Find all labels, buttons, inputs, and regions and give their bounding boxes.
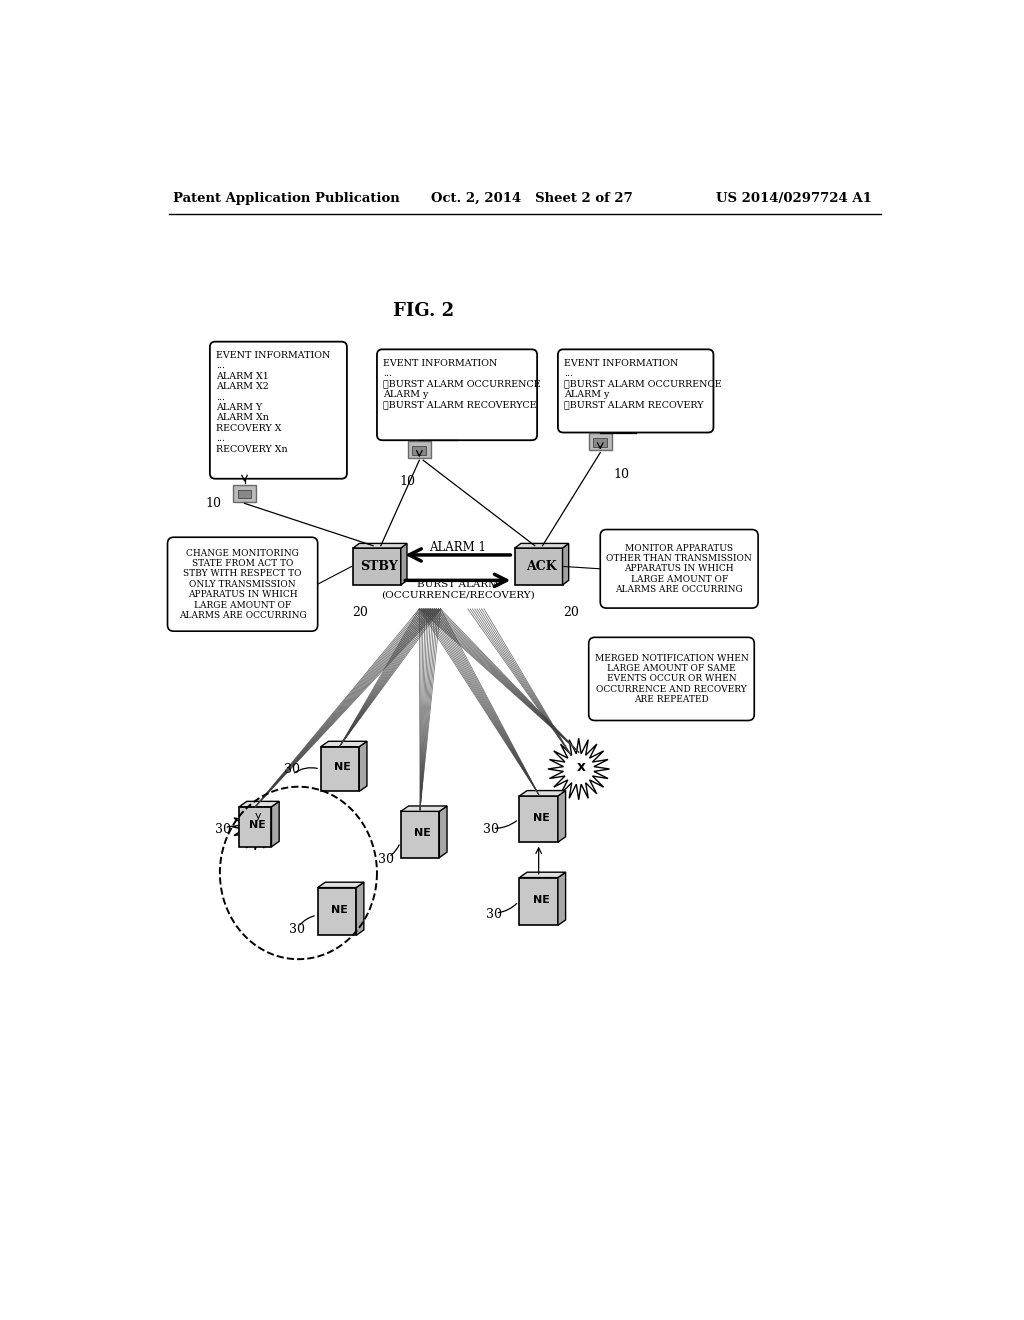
Text: NE: NE: [414, 828, 431, 838]
Bar: [238, 490, 252, 499]
Polygon shape: [232, 804, 279, 850]
Polygon shape: [400, 544, 407, 585]
Text: EVENT INFORMATION
...
ALARM X1
ALARM X2
...
ALARM Y
ALARM Xn
RECOVERY X
...
RECO: EVENT INFORMATION ... ALARM X1 ALARM X2 …: [216, 351, 331, 454]
Text: y: y: [254, 810, 261, 821]
Text: 30: 30: [289, 924, 305, 936]
Text: Oct. 2, 2014   Sheet 2 of 27: Oct. 2, 2014 Sheet 2 of 27: [431, 191, 633, 205]
Text: NE: NE: [532, 895, 550, 906]
Polygon shape: [317, 882, 364, 887]
Polygon shape: [359, 742, 367, 792]
Bar: [519, 878, 558, 925]
FancyBboxPatch shape: [377, 350, 538, 441]
Polygon shape: [558, 791, 565, 842]
Bar: [593, 438, 607, 447]
Bar: [515, 548, 562, 585]
Text: ALARM 1: ALARM 1: [429, 541, 486, 554]
Text: MONITOR APPARATUS
OTHER THAN TRANSMISSION
APPARATUS IN WHICH
LARGE AMOUNT OF
ALA: MONITOR APPARATUS OTHER THAN TRANSMISSIO…: [606, 544, 752, 594]
FancyBboxPatch shape: [589, 638, 755, 721]
Text: US 2014/0297724 A1: US 2014/0297724 A1: [716, 191, 871, 205]
Text: 10: 10: [206, 496, 222, 510]
Polygon shape: [240, 801, 280, 807]
Polygon shape: [515, 544, 568, 548]
FancyBboxPatch shape: [210, 342, 347, 479]
Polygon shape: [439, 807, 447, 858]
Text: FIG. 2: FIG. 2: [392, 302, 454, 319]
Polygon shape: [321, 742, 367, 747]
Polygon shape: [271, 801, 280, 847]
Text: EVENT INFORMATION
...
★BURST ALARM OCCURRENCE
ALARM y
★BURST ALARM RECOVERY: EVENT INFORMATION ... ★BURST ALARM OCCUR…: [564, 359, 722, 409]
Bar: [353, 548, 400, 585]
Polygon shape: [353, 544, 407, 548]
Text: CHANGE MONITORING
STATE FROM ACT TO
STBY WITH RESPECT TO
ONLY TRANSMISSION
APPAR: CHANGE MONITORING STATE FROM ACT TO STBY…: [179, 549, 306, 620]
Text: ACK: ACK: [525, 560, 556, 573]
Text: 30: 30: [483, 824, 499, 837]
Text: 30: 30: [285, 763, 300, 776]
Text: NE: NE: [249, 820, 266, 830]
Text: BURST ALARM
(OCCURRENCE/RECOVERY): BURST ALARM (OCCURRENCE/RECOVERY): [381, 579, 535, 599]
Polygon shape: [548, 738, 609, 800]
FancyBboxPatch shape: [168, 537, 317, 631]
Bar: [321, 747, 359, 792]
Polygon shape: [519, 791, 565, 796]
Text: 10: 10: [399, 475, 416, 488]
Bar: [408, 441, 431, 458]
Text: EVENT INFORMATION
...
★BURST ALARM OCCURRENCE
ALARM y
★BURST ALARM RECOVERYCE: EVENT INFORMATION ... ★BURST ALARM OCCUR…: [383, 359, 541, 409]
Bar: [240, 807, 271, 847]
Text: NE: NE: [331, 906, 348, 915]
Bar: [519, 796, 558, 842]
Text: 20: 20: [352, 606, 368, 619]
Bar: [589, 433, 611, 450]
Bar: [400, 812, 439, 858]
FancyBboxPatch shape: [558, 350, 714, 433]
Text: 30: 30: [215, 824, 231, 837]
Text: Patent Application Publication: Patent Application Publication: [173, 191, 399, 205]
Text: 30: 30: [486, 908, 502, 921]
Bar: [233, 484, 256, 502]
Text: 30: 30: [378, 853, 394, 866]
Text: NE: NE: [532, 813, 550, 822]
Text: x: x: [578, 760, 587, 775]
Polygon shape: [400, 807, 447, 812]
Text: STBY: STBY: [360, 560, 398, 573]
Text: NE: NE: [334, 763, 351, 772]
Text: 10: 10: [613, 467, 630, 480]
Polygon shape: [519, 873, 565, 878]
Text: 20: 20: [563, 606, 579, 619]
Polygon shape: [562, 544, 568, 585]
Polygon shape: [356, 882, 364, 936]
FancyBboxPatch shape: [600, 529, 758, 609]
Bar: [413, 446, 426, 454]
Polygon shape: [558, 873, 565, 925]
Text: MERGED NOTIFICATION WHEN
LARGE AMOUNT OF SAME
EVENTS OCCUR OR WHEN
OCCURRENCE AN: MERGED NOTIFICATION WHEN LARGE AMOUNT OF…: [595, 653, 749, 705]
Bar: [317, 887, 356, 936]
